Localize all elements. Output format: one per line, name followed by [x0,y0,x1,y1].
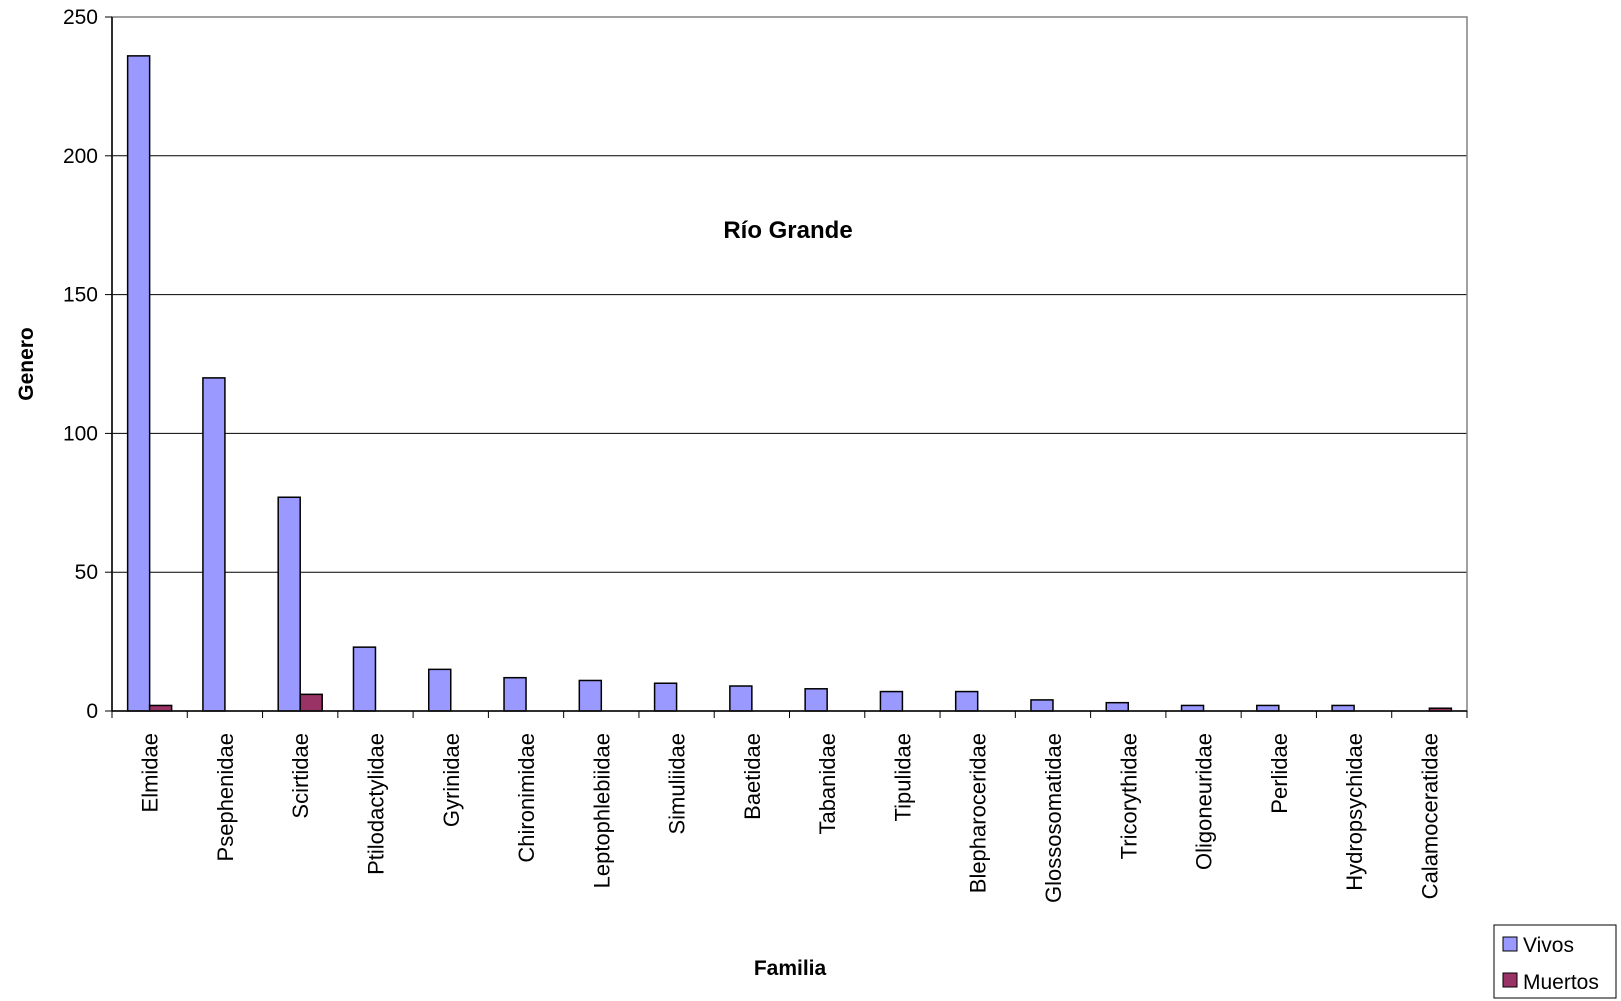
y-tick-label-0: 0 [86,700,98,723]
bar-vivos-baetidae [729,685,753,712]
x-tick-label-gyrinidae: Gyrinidae [439,733,464,827]
y-tick-label-250: 250 [63,6,98,29]
y-tick-label-200: 200 [63,145,98,168]
bar-vivos-glossosomatidae [1030,699,1054,712]
bar-vivos-chironimidae [503,676,527,712]
bar-vivos-ptilodactylidae [352,646,377,712]
x-tick-label-baetidae: Baetidae [740,733,765,820]
bar-vivos-elmidae [126,55,151,712]
x-tick-label-glossosomatidae: Glossosomatidae [1041,733,1066,903]
x-tick-label-perlidae: Perlidae [1267,733,1292,814]
bar-vivos-tricorythidae [1105,701,1129,712]
x-tick-label-calamoceratidae: Calamoceratidae [1417,733,1442,899]
gridlines [112,155,1467,573]
x-tick-label-hydropsychidae: Hydropsychidae [1342,733,1367,891]
x-tick-label-simuliidae: Simuliidae [665,733,690,835]
bar-vivos-tabanidae [804,688,828,712]
bar-vivos-leptophlebiidae [578,679,603,712]
x-tick-label-elmidae: Elmidae [138,733,163,812]
y-tick-label-50: 50 [75,561,98,584]
bar-muertos-scirtidae [299,693,323,712]
legend-swatch-vivos [1502,936,1518,952]
bar-vivos-oligoneuridae [1180,704,1205,712]
y-tick-label-100: 100 [63,422,98,445]
x-tick-label-tipulidae: Tipulidae [890,733,915,821]
x-tick-label-tabanidae: Tabanidae [815,733,840,835]
bar-vivos-perlidae [1256,704,1280,712]
bar-vivos-scirtidae [277,496,301,712]
x-tick-label-blepharoceridae: Blepharoceridae [966,733,991,893]
x-tick-label-scirtidae: Scirtidae [288,733,313,819]
legend-swatch-muertos [1502,972,1518,988]
x-tick-label-leptophlebiidae: Leptophlebiidae [589,733,614,888]
x-axis-title: Familia [754,957,827,980]
axes [105,16,1468,718]
y-axis-title: Genero [15,327,38,401]
x-tick-label-psephenidae: Psephenidae [213,733,238,861]
legend: Vivos Muertos [1493,924,1617,999]
y-tick-label-150: 150 [63,284,98,307]
x-tick-label-tricorythidae: Tricorythidae [1116,733,1141,859]
x-tick-label-chironimidae: Chironimidae [514,733,539,863]
legend-label-muertos: Muertos [1523,971,1599,994]
bars [126,55,1453,712]
y-tick-labels: 0 50 100 150 200 250 [63,6,98,723]
plot-area-border [111,16,1468,712]
legend-label-vivos: Vivos [1523,934,1574,957]
bar-vivos-blepharoceridae [954,690,979,712]
bar-vivos-hydropsychidae [1331,704,1355,712]
bar-muertos-elmidae [148,704,173,712]
chart-title: Río Grande [723,217,852,244]
bar-vivos-simuliidae [653,682,678,712]
x-tick-label-oligoneuridae: Oligoneuridae [1192,733,1217,870]
bar-vivos-gyrinidae [428,668,452,712]
bar-vivos-psephenidae [202,377,226,712]
x-tick-labels: Elmidae Psephenidae Scirtidae Ptilodactylid… [138,733,1443,903]
x-tick-label-ptilodactylidae: Ptilodactylidae [363,733,388,875]
bar-vivos-tipulidae [879,690,904,712]
